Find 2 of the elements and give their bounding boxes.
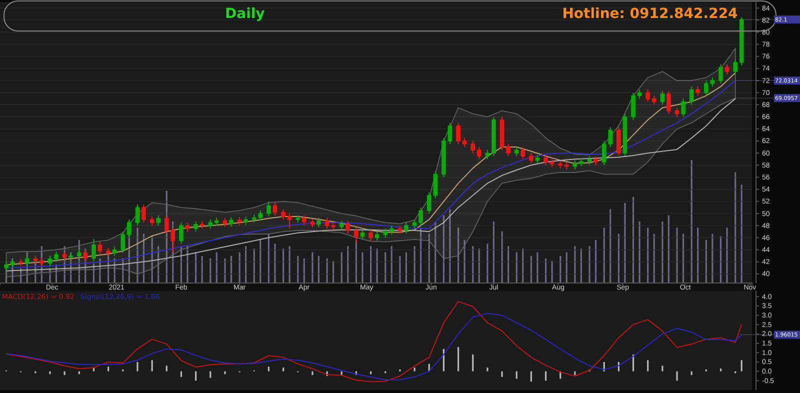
chart-title: Daily: [225, 6, 265, 22]
annotation: Hotline: 0912.842.224: [562, 6, 738, 22]
